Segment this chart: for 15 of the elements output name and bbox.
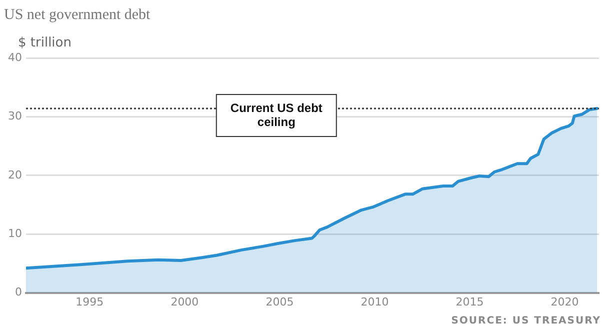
y-tick-label: 10	[8, 226, 22, 240]
x-tick-label: 2005	[266, 295, 294, 308]
y-tick-label: 20	[8, 168, 22, 182]
y-tick-label: 0	[14, 286, 22, 299]
y-tick-label: 30	[8, 110, 22, 123]
ref-line-label: Current US debt ceiling	[230, 100, 322, 129]
source-note: SOURCE: US TREASURY	[451, 316, 601, 327]
x-tick-label: 2015	[456, 295, 484, 308]
x-tick-label: 2000	[170, 295, 199, 308]
x-tick-label: 1995	[76, 295, 104, 308]
y-tick-label: 40	[8, 50, 22, 64]
y-axis-title: $ trillion	[18, 35, 72, 50]
x-tick-label: 2010	[360, 295, 389, 308]
x-tick-label: 2020	[550, 295, 579, 308]
chart-title: US net government debt	[4, 6, 152, 23]
